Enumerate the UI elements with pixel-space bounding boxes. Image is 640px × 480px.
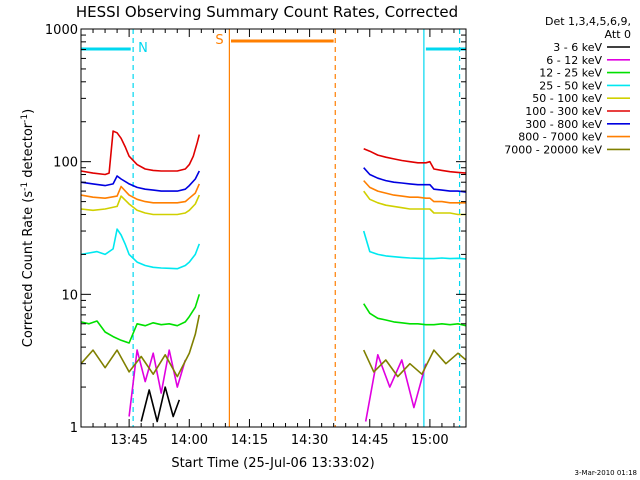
legend-header-line1: Det 1,3,4,5,6,9, xyxy=(545,15,631,28)
legend-item-label: 50 - 100 keV xyxy=(532,92,602,105)
y-axis-label: Corrected Count Rate (s-1 detector-1) xyxy=(20,109,36,347)
series-line xyxy=(363,148,467,174)
series-100-300-kev xyxy=(80,130,467,176)
y-tick-label: 1 xyxy=(70,421,78,436)
series-line xyxy=(364,353,427,422)
plot-area: NS xyxy=(80,29,467,427)
series-line xyxy=(80,228,201,270)
series-line xyxy=(80,294,201,344)
series-line xyxy=(80,194,201,216)
series-6-12-kev xyxy=(128,349,427,422)
night-flag-label: N xyxy=(138,41,148,56)
legend-item-label: 3 - 6 keV xyxy=(553,41,602,54)
series-line xyxy=(80,170,201,192)
saa-flag-label: S xyxy=(215,33,223,48)
x-axis: 13:45 14:00 14:15 14:30 14:45 15:00 xyxy=(80,29,467,448)
legend-item-label: 25 - 50 keV xyxy=(539,79,602,92)
series-line xyxy=(362,230,467,260)
plot-frame xyxy=(80,28,467,428)
series-line xyxy=(80,314,201,378)
x-tick-label: 14:45 xyxy=(351,433,388,448)
series-line xyxy=(140,386,181,423)
legend-header-line2: Att 0 xyxy=(605,28,631,41)
series-12-25-kev xyxy=(80,294,467,344)
series-25-50-kev xyxy=(80,228,467,270)
x-axis-label: Start Time (25-Jul-06 13:33:02) xyxy=(171,456,374,471)
series-line xyxy=(363,167,467,193)
legend-item-label: 6 - 12 keV xyxy=(546,54,602,67)
x-tick-label: 13:45 xyxy=(110,433,147,448)
series-line xyxy=(80,183,201,204)
series-3-6-kev xyxy=(140,386,181,423)
legend-item-label: 300 - 800 keV xyxy=(525,118,602,131)
x-tick-label: 14:00 xyxy=(171,433,208,448)
legend-item-label: 7000 - 20000 keV xyxy=(504,143,602,156)
series-300-800-kev xyxy=(80,167,467,193)
y-tick-label: 10 xyxy=(61,288,78,303)
series-50-100-kev xyxy=(80,190,466,216)
series-line xyxy=(363,190,466,216)
legend-item-label: 800 - 7000 keV xyxy=(518,131,602,144)
legend-item-label: 100 - 300 keV xyxy=(525,105,602,118)
series-line xyxy=(80,130,201,176)
x-tick-label: 15:00 xyxy=(411,433,448,448)
series-7000-20000-kev xyxy=(80,314,467,378)
series-layer xyxy=(80,130,467,423)
series-line xyxy=(363,303,467,327)
series-line xyxy=(363,180,466,204)
chart-title: HESSI Observing Summary Count Rates, Cor… xyxy=(76,3,458,21)
y-axis: 1 10 100 1000 xyxy=(45,23,466,436)
y-tick-label: 100 xyxy=(53,156,78,171)
x-tick-label: 14:30 xyxy=(291,433,328,448)
footer-timestamp: 3-Mar-2010 01:18 xyxy=(575,469,637,477)
annotation-layer: NS xyxy=(81,29,466,427)
series-800-7000-kev xyxy=(80,180,466,204)
x-tick-label: 14:15 xyxy=(231,433,268,448)
y-tick-label: 1000 xyxy=(45,23,78,38)
legend-item-label: 12 - 25 keV xyxy=(539,67,602,80)
series-line xyxy=(128,349,187,417)
series-line xyxy=(362,349,467,378)
